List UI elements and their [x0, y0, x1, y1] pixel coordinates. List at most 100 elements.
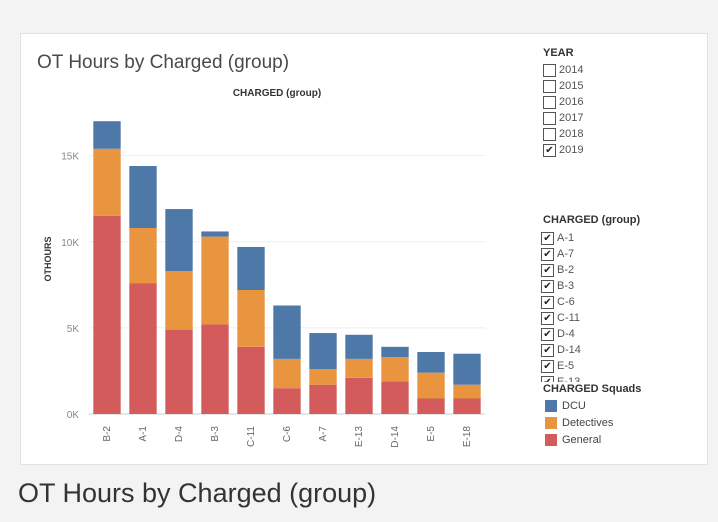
year-filter-item[interactable]: 2017	[543, 110, 583, 126]
legend-item[interactable]: DCU	[545, 400, 586, 412]
checkbox[interactable]: ✔	[541, 295, 554, 309]
year-filter-label: 2015	[559, 80, 584, 92]
legend-item[interactable]: Detectives	[545, 417, 613, 429]
bar-segment-general	[453, 398, 481, 414]
charged-filter-item[interactable]: ✔ E-13	[541, 374, 691, 382]
y-tick-label: 5K	[67, 324, 80, 335]
charged-filter-item[interactable]: ✔ A-1	[541, 230, 691, 246]
bar-segment-dcu	[201, 231, 229, 237]
legend-label: Detectives	[562, 417, 614, 429]
charged-filter-label: B-3	[557, 280, 575, 292]
legend-item[interactable]: General	[545, 434, 601, 446]
legend-label: DCU	[562, 400, 586, 412]
charged-filter-label: A-1	[557, 232, 575, 244]
bar-segment-detectives	[129, 228, 157, 284]
year-filter-item[interactable]: ✔ 2019	[543, 142, 583, 158]
year-filter-label: 2014	[559, 64, 584, 76]
year-filter-item[interactable]: 2014	[543, 62, 583, 78]
bar-segment-detectives	[93, 148, 121, 216]
bar-segment-detectives	[201, 236, 229, 325]
checkbox[interactable]: ✔	[541, 359, 554, 373]
checkbox[interactable]: ✔	[541, 279, 554, 293]
x-tick-label: A-1	[138, 426, 149, 442]
checkbox[interactable]: ✔	[541, 327, 554, 341]
bar-segment-detectives	[381, 357, 409, 382]
charged-filter-item[interactable]: ✔ A-7	[541, 246, 691, 262]
y-axis-label: OTHOURS	[43, 237, 53, 282]
y-tick-label: 15K	[61, 152, 79, 163]
bar-segment-detectives	[453, 384, 481, 399]
charged-filter-label: A-7	[557, 248, 575, 260]
checkbox[interactable]: ✔	[541, 231, 554, 245]
checkbox[interactable]: ✔	[541, 263, 554, 277]
x-tick-label: A-7	[318, 426, 329, 442]
x-tick-label: B-2	[102, 426, 113, 442]
checkbox[interactable]	[543, 79, 556, 93]
bar-chart: CHARGED (group) 0K 5K 10K 15K OTHOURS B-2 A-1 D-…	[43, 88, 485, 448]
checkbox[interactable]	[543, 95, 556, 109]
charged-filter-label: D-14	[557, 344, 581, 356]
bar-segment-detectives	[309, 369, 337, 385]
bar-segment-detectives	[345, 358, 373, 378]
x-tick-label: E-13	[354, 426, 365, 448]
charged-filter-item[interactable]: ✔ B-3	[541, 278, 691, 294]
legend-swatch	[545, 417, 557, 429]
checkbox[interactable]: ✔	[541, 343, 554, 357]
checkbox[interactable]	[543, 111, 556, 125]
bar-segment-general	[273, 388, 301, 414]
charged-filter-item[interactable]: ✔ C-6	[541, 294, 691, 310]
bar-segment-dcu	[273, 305, 301, 359]
checkbox[interactable]: ✔	[541, 247, 554, 261]
checkbox[interactable]: ✔	[541, 375, 554, 382]
year-filter-label: 2016	[559, 96, 584, 108]
year-filter-label: 2018	[559, 128, 584, 140]
bar-segment-detectives	[273, 358, 301, 389]
charged-filter-item[interactable]: ✔ B-2	[541, 262, 691, 278]
checkbox[interactable]: ✔	[541, 311, 554, 325]
legend-swatch	[545, 400, 557, 412]
charged-filter-item[interactable]: ✔ C-11	[541, 310, 691, 326]
bar-segment-detectives	[237, 290, 265, 347]
year-filter-item[interactable]: 2018	[543, 126, 583, 142]
checkbox[interactable]	[543, 127, 556, 141]
charged-filter-label: E-13	[557, 376, 581, 382]
checkbox[interactable]: ✔	[543, 143, 556, 157]
bar-segment-dcu	[93, 121, 121, 149]
bar-segment-general	[129, 283, 157, 414]
charged-filter-item[interactable]: ✔ D-4	[541, 326, 691, 342]
bar-segment-dcu	[417, 352, 445, 373]
charged-filter-item[interactable]: ✔ D-14	[541, 342, 691, 358]
checkbox[interactable]	[543, 63, 556, 77]
year-filter-title: YEAR	[543, 47, 574, 59]
bar-segment-general	[417, 398, 445, 414]
x-tick-label: D-4	[174, 426, 185, 443]
bar-segment-general	[345, 377, 373, 414]
y-tick-label: 10K	[61, 238, 79, 249]
year-filter-item[interactable]: 2016	[543, 94, 583, 110]
bar-segment-dcu	[381, 346, 409, 358]
charged-filter-label: C-6	[557, 296, 575, 308]
bar-segment-dcu	[165, 209, 193, 272]
legend-label: General	[562, 434, 602, 446]
bar-segment-dcu	[345, 334, 373, 359]
charged-filter-item[interactable]: ✔ E-5	[541, 358, 691, 374]
x-tick-label: D-14	[390, 426, 401, 448]
legend-title: CHARGED Squads	[543, 383, 642, 395]
charged-filter-label: B-2	[557, 264, 575, 276]
chart-title: OT Hours by Charged (group)	[37, 52, 290, 73]
bar-segment-detectives	[165, 271, 193, 330]
bar-segment-general	[237, 346, 265, 414]
x-tick-label: C-6	[282, 426, 293, 443]
y-tick-label: 0K	[67, 410, 80, 421]
bar-segment-dcu	[309, 333, 337, 370]
x-tick-label: E-18	[462, 426, 473, 448]
x-tick-label: C-11	[246, 426, 257, 447]
year-filter-item[interactable]: 2015	[543, 78, 583, 94]
charged-filter-title: CHARGED (group)	[543, 214, 641, 226]
bar-segment-dcu	[129, 166, 157, 228]
bar-segment-general	[201, 324, 229, 414]
bar-segment-dcu	[453, 353, 481, 385]
bar-segment-general	[93, 215, 121, 414]
figure-caption: OT Hours by Charged (group)	[18, 478, 377, 508]
chart-subtitle: CHARGED (group)	[233, 88, 321, 99]
